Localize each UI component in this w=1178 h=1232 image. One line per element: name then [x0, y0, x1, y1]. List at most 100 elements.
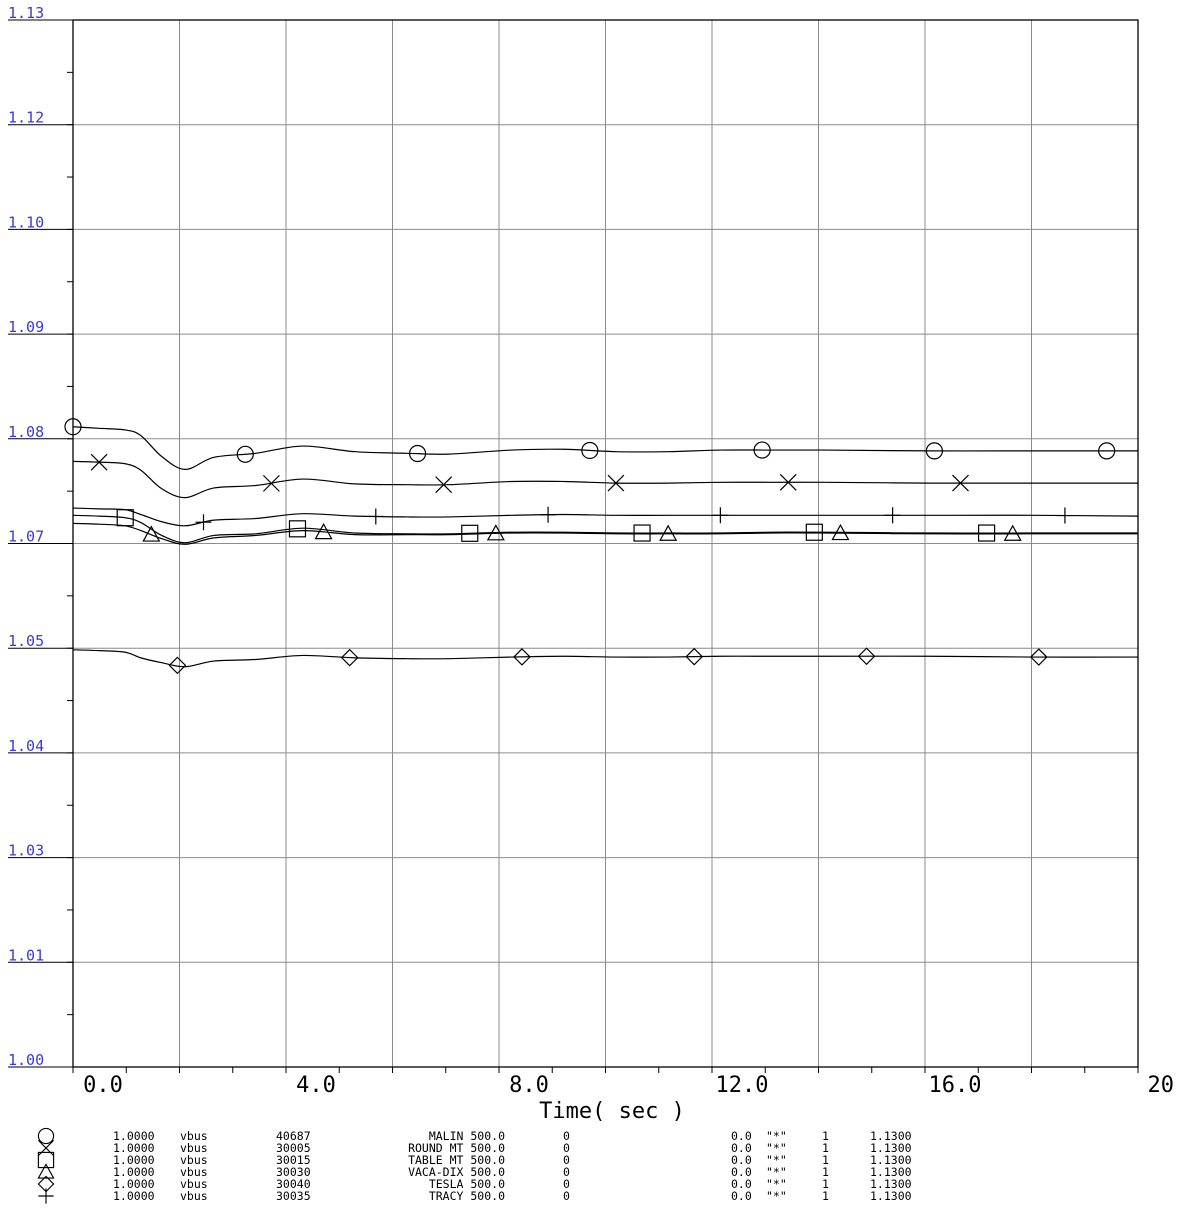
legend-marker-x	[37, 1139, 55, 1157]
series-marker-diamond	[685, 647, 704, 666]
series-group	[64, 418, 1139, 675]
legend-scale: 1.0000	[113, 1141, 155, 1155]
y-tick-label: 1.12	[8, 109, 44, 127]
series-line-diamond	[72, 649, 1139, 668]
legend-bus: 30035	[276, 1189, 311, 1203]
y-axis-ticks: 1.00 1.01 1.03 1.04 1.05 1.07 1.08 1.09 1.10 1.12…	[8, 4, 73, 1069]
legend-min: 0.0	[731, 1177, 752, 1191]
legend-bus: 30040	[276, 1177, 311, 1191]
legend-row: 1.0000 vbus 30015 TABLE MT 500.0 0 0.0 "*" 1 1.1…	[113, 1153, 912, 1167]
legend-row: 1.0000 vbus 30035 TRACY 500.0 0 0.0 "*" 1 1.1300	[113, 1189, 912, 1203]
x-tick-label: 0.0	[83, 1073, 123, 1098]
legend-zero: 0	[563, 1153, 570, 1167]
series-triangle	[72, 522, 1138, 545]
series-marker-diamond	[513, 648, 531, 666]
x-tick-label: 20.0	[1148, 1073, 1178, 1098]
legend-scale: 1.0000	[113, 1165, 155, 1179]
legend-min: 0.0	[731, 1141, 752, 1155]
legend-var: vbus	[180, 1177, 208, 1191]
x-axis-ticks: 0.0 4.0 8.0 12.0 16.0 20.0	[83, 1073, 1178, 1098]
x-tick-label: 12.0	[716, 1073, 769, 1098]
series-marker-diamond	[340, 648, 359, 667]
series-marker-x	[435, 476, 453, 494]
x-tick-label: 4.0	[296, 1073, 336, 1098]
legend-ident: "*"	[766, 1177, 787, 1191]
legend-ident: "*"	[766, 1189, 787, 1203]
series-marker-square	[978, 524, 996, 542]
series-marker-plus	[884, 507, 901, 524]
legend-var: vbus	[180, 1153, 208, 1167]
legend-max: 1.1300	[870, 1153, 912, 1167]
series-marker-triangle	[314, 522, 333, 540]
legend-max: 1.1300	[870, 1141, 912, 1155]
legend-max: 1.1300	[870, 1177, 912, 1191]
y-tick-label: 1.05	[8, 632, 44, 650]
series-marker-triangle	[831, 523, 850, 541]
legend-marker-plus	[38, 1188, 54, 1204]
series-diamond	[72, 647, 1139, 675]
legend-min: 0.0	[731, 1189, 752, 1203]
series-marker-plus	[1056, 507, 1073, 524]
x-tick-label: 8.0	[509, 1073, 549, 1098]
series-x	[72, 453, 1138, 499]
series-marker-triangle	[486, 524, 505, 541]
series-marker-plus	[195, 514, 212, 531]
series-marker-circle	[925, 442, 943, 460]
series-marker-plus	[712, 507, 729, 524]
series-marker-diamond	[857, 647, 876, 666]
series-line-circle	[72, 426, 1138, 471]
series-marker-triangle	[659, 524, 678, 541]
series-marker-x	[952, 474, 969, 492]
series-marker-circle	[753, 441, 771, 459]
legend-ident: "*"	[766, 1129, 787, 1143]
y-tick-label: 1.10	[8, 213, 44, 231]
legend-row: 1.0000 vbus 30030 VACA-DIX 500.0 0 0.0 "*" 1 1.1…	[113, 1165, 912, 1179]
legend-min: 0.0	[731, 1129, 752, 1143]
legend-ident: "*"	[766, 1165, 787, 1179]
y-tick-label: 1.08	[8, 423, 44, 441]
y-tick-label: 1.00	[8, 1051, 44, 1069]
legend-one: 1	[822, 1165, 829, 1179]
series-line-x	[72, 460, 1138, 499]
legend-row: 1.0000 vbus 30005 ROUND MT 500.0 0 0.0 "*" 1 1.1…	[113, 1141, 912, 1155]
y-tick-label: 1.01	[8, 946, 44, 964]
legend-one: 1	[822, 1177, 829, 1191]
legend-bus: 30030	[276, 1165, 311, 1179]
legend-min: 0.0	[731, 1153, 752, 1167]
series-circle	[64, 418, 1138, 471]
legend-var: vbus	[180, 1165, 208, 1179]
legend-bus: 30015	[276, 1153, 311, 1167]
series-marker-plus	[540, 506, 557, 523]
legend-ident: "*"	[766, 1153, 787, 1167]
legend-name: TRACY 500.0	[429, 1189, 505, 1203]
legend-name: ROUND MT 500.0	[408, 1141, 505, 1155]
legend-var: vbus	[180, 1141, 208, 1155]
series-plus	[72, 506, 1139, 531]
legend-name: TABLE MT 500.0	[408, 1153, 505, 1167]
legend-one: 1	[822, 1153, 829, 1167]
y-tick-label: 1.13	[8, 4, 44, 22]
legend-marker-circle	[37, 1127, 55, 1145]
x-tick-label: 16.0	[929, 1073, 982, 1098]
legend-var: vbus	[180, 1129, 208, 1143]
legend-row: 1.0000 vbus 40687 MALIN 500.0 0 0.0 "*" 1 1.1300	[113, 1129, 912, 1143]
legend-zero: 0	[563, 1189, 570, 1203]
legend-scale: 1.0000	[113, 1177, 155, 1191]
series-line-plus	[72, 507, 1139, 527]
series-marker-circle	[408, 444, 427, 463]
legend-marker-triangle	[37, 1163, 55, 1179]
grid	[73, 20, 1138, 1067]
series-marker-x	[90, 453, 108, 471]
legend-var: vbus	[180, 1189, 208, 1203]
series-marker-circle	[1098, 442, 1116, 460]
y-tick-label: 1.04	[8, 737, 44, 755]
legend-marker-square	[37, 1151, 55, 1169]
legend-name: TESLA 500.0	[429, 1177, 505, 1191]
series-marker-triangle	[142, 525, 161, 542]
series-marker-diamond	[1029, 648, 1048, 666]
series-marker-x	[607, 474, 625, 492]
series-marker-square	[805, 523, 823, 541]
legend-max: 1.1300	[870, 1165, 912, 1179]
series-marker-triangle	[1003, 524, 1022, 541]
